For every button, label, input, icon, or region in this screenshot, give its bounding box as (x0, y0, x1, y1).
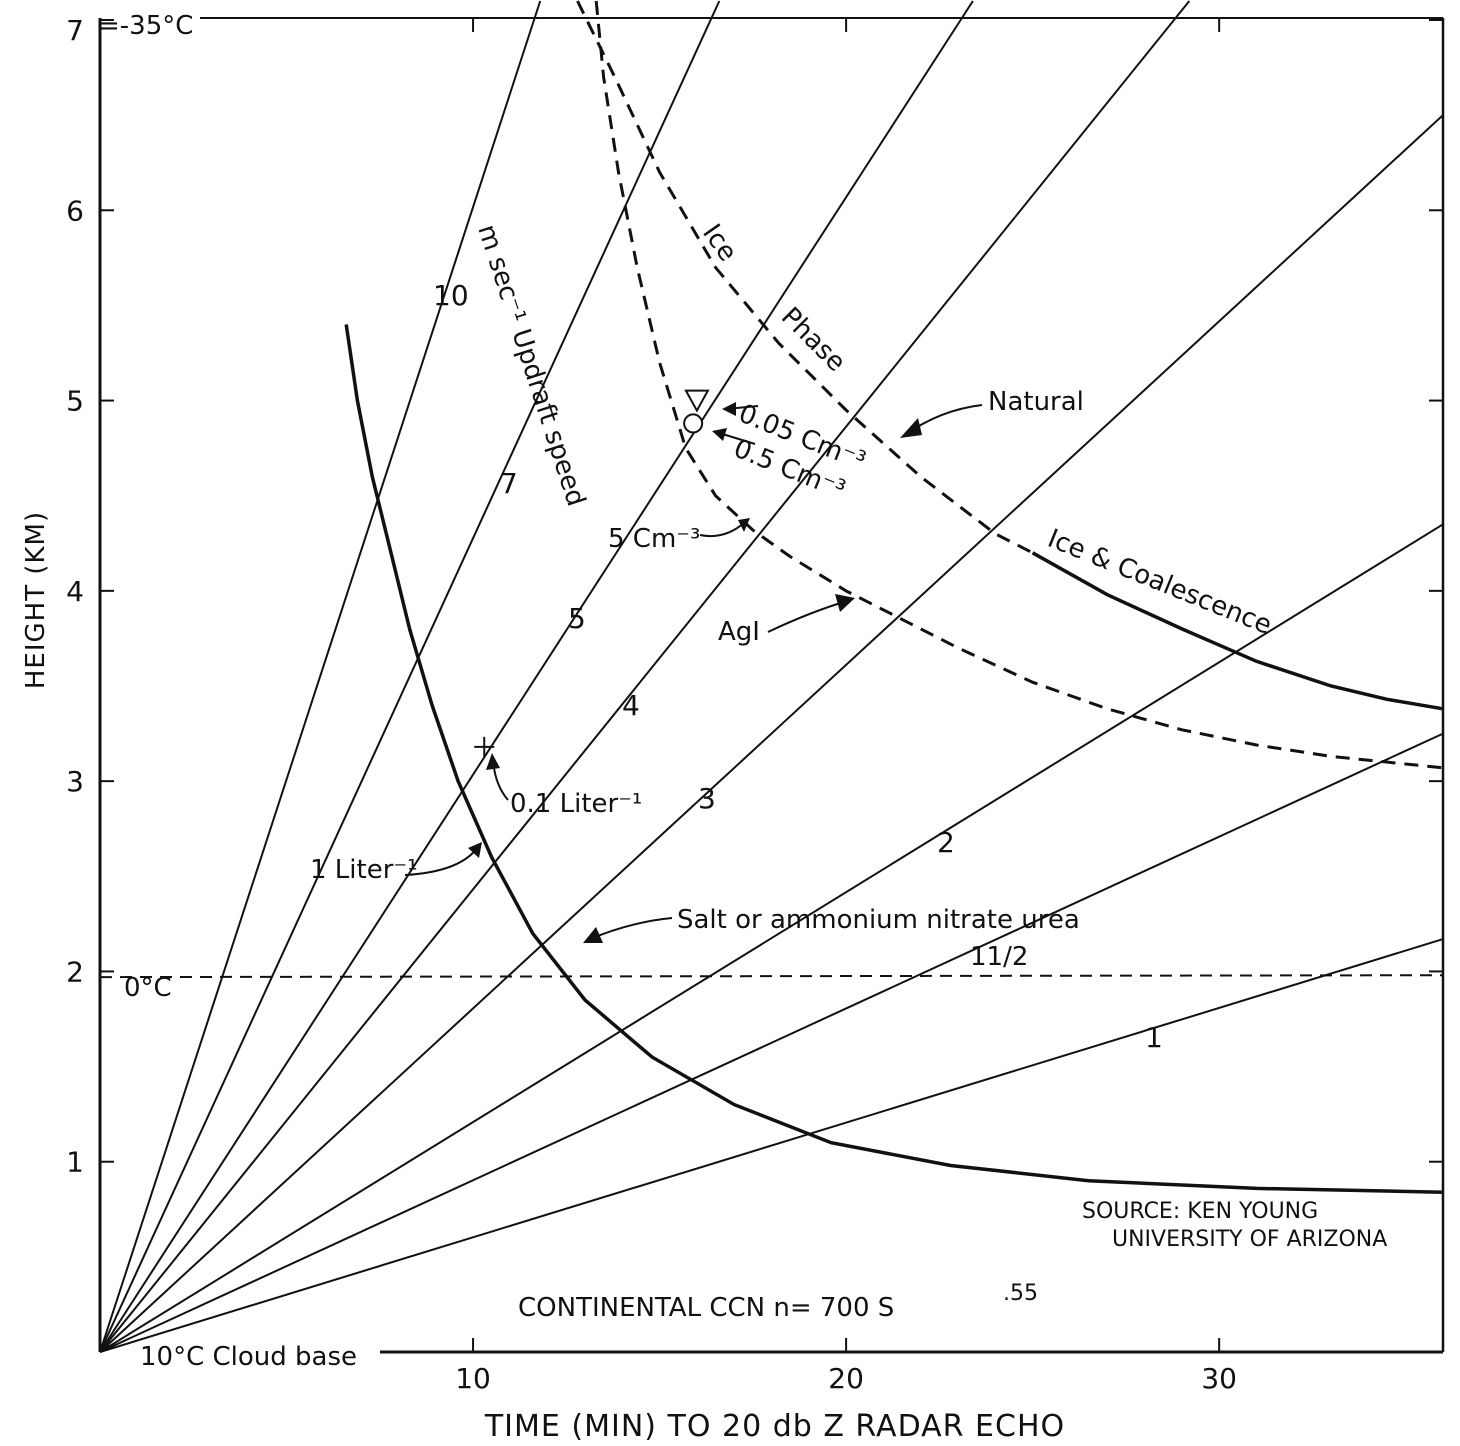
salt-label: Salt or ammonium nitrate urea (677, 905, 1080, 935)
series-1 (99, 938, 1444, 1353)
x-axis-title: TIME (MIN) TO 20 db Z RADAR ECHO (484, 1409, 1065, 1444)
arrowhead-agi (835, 594, 855, 612)
arrowhead-point-five (712, 428, 727, 441)
series-updraft-1-5 (99, 732, 1444, 1353)
series-ice-phase-natural (576, 0, 1034, 555)
series-salt-or-ammonium-nitrate-urea (344, 324, 1444, 1194)
x-tick-label-10: 10 (455, 1362, 491, 1395)
five-cm-label: 5 Cm⁻³ (608, 524, 700, 554)
y-tick-label-top: 7 (66, 14, 84, 47)
series-7 (99, 0, 721, 1353)
source-line-2: UNIVERSITY OF ARIZONA (1112, 1227, 1387, 1252)
markers (474, 389, 710, 757)
x-tick-label-30: 30 (1201, 1362, 1237, 1395)
y-tick-label-4: 4 (66, 575, 84, 608)
series-agi (594, 0, 1444, 770)
series-0-c (99, 974, 1444, 979)
ice-coalescence-label: Ice & Coalescence (1043, 524, 1275, 641)
ticks: 10 20 30 1 2 3 4 5 6 (66, 18, 1443, 1395)
ccn-label: CONTINENTAL CCN n= 700 S (518, 1293, 894, 1323)
series-4 (99, 0, 1191, 1353)
series-10 (99, 0, 542, 1353)
updraft-label-5: 5 (568, 602, 586, 635)
marker-triangle-0 (684, 389, 710, 413)
cloud-base-label: 10°C Cloud base (140, 1342, 357, 1372)
point-one-liter-label: 0.1 Liter⁻¹ (510, 789, 642, 819)
series-3 (99, 114, 1444, 1353)
updraft-label-3: 3 (698, 782, 716, 815)
series-ice-coalescence (1031, 551, 1444, 711)
phase-label: Phase (775, 302, 851, 378)
curves (99, 0, 1444, 1194)
updraft-label-7: 7 (500, 467, 518, 500)
arrow-salt (587, 917, 673, 941)
source-line-1: SOURCE: KEN YOUNG (1082, 1199, 1318, 1224)
series-5 (99, 0, 974, 1353)
series-2 (99, 523, 1444, 1353)
arrowhead-point-zero-five (722, 402, 736, 416)
marker-circle-1 (683, 413, 704, 434)
arrowhead-one-liter (468, 842, 482, 858)
arrow-agi (767, 599, 851, 633)
zero-c-label: 0°C (124, 973, 172, 1003)
ccn-exponent: .55 (1003, 1281, 1038, 1306)
y-tick-label-1: 1 (66, 1146, 84, 1179)
arrowhead-salt (583, 927, 603, 943)
y-tick-label-6: 6 (66, 194, 84, 227)
y-axis-title: HEIGHT (KM) (21, 511, 51, 689)
updraft-lines (99, 0, 1444, 1353)
x-tick-label-20: 20 (828, 1362, 864, 1395)
y-tick-label-5: 5 (66, 385, 84, 418)
one-liter-label: 1 Liter⁻¹ (310, 855, 418, 885)
ice-label: Ice (696, 219, 742, 267)
arrow-heads (468, 402, 922, 943)
updraft-label-10: 10 (433, 279, 469, 312)
updraft-label-1-5: 11/2 (970, 942, 1028, 972)
updraft-label-4: 4 (622, 689, 640, 722)
arrowhead-five-cm (738, 518, 750, 532)
updraft-label-1: 1 (1145, 1021, 1163, 1054)
arrowhead-point-one-liter (486, 753, 500, 770)
top-temp-label: =-35°C (98, 11, 193, 41)
marker-cross-2 (474, 736, 495, 757)
arrow-five-cm (699, 521, 746, 538)
y-tick-label-2: 2 (66, 955, 84, 988)
y-tick-label-3: 3 (66, 765, 84, 798)
arrowhead-natural (900, 418, 922, 438)
natural-label: Natural (988, 387, 1084, 417)
updraft-title: m sec⁻¹ Updraft speed (471, 221, 590, 510)
updraft-label-2: 2 (937, 826, 955, 859)
agi-label: AgI (718, 617, 760, 647)
